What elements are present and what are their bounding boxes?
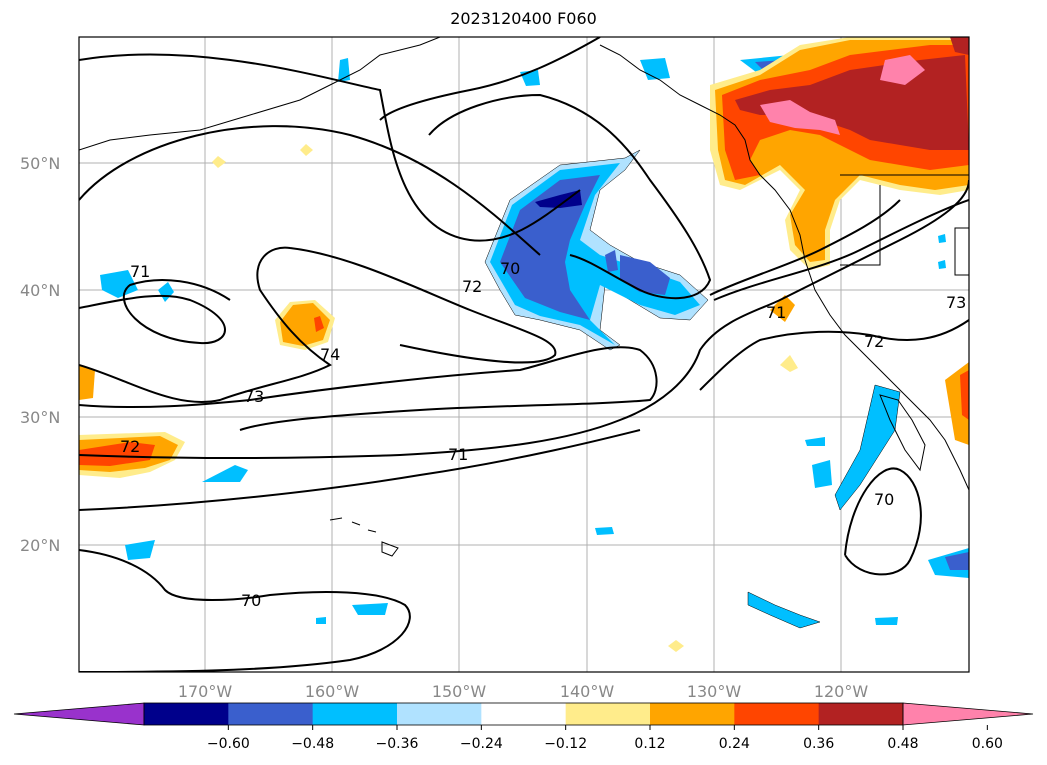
colorbar-tick-label: 0.24 — [719, 736, 750, 752]
colorbar-segment — [650, 703, 735, 725]
colorbar-tick-label: −0.60 — [207, 736, 250, 752]
colorbar-tick-label: 0.60 — [972, 736, 1003, 752]
colorbar-tick-label: 0.48 — [887, 736, 918, 752]
contour-label: 72 — [120, 437, 140, 456]
contour-label: 74 — [320, 345, 340, 364]
map-gridlines — [79, 37, 969, 672]
latitude-labels: 50°N 40°N 30°N 20°N — [20, 154, 60, 555]
contour-label: 72 — [462, 277, 482, 296]
colorbar-tick-label: −0.24 — [460, 736, 503, 752]
lon-label: 140°W — [560, 682, 615, 701]
colorbar-segment — [312, 703, 398, 725]
contour-label: 72 — [864, 332, 884, 351]
contour-label: 70 — [241, 591, 261, 610]
colorbar-tick-label: 0.12 — [634, 736, 665, 752]
lat-label: 40°N — [20, 281, 60, 300]
colorbar-ticks: −0.60 −0.48 −0.36 −0.24 −0.12 0.12 0.24 0.36 0.4… — [207, 725, 1003, 752]
lon-label: 160°W — [305, 682, 360, 701]
colorbar-segment — [902, 702, 1034, 726]
contour-label: 73 — [244, 387, 264, 406]
colorbar — [13, 702, 1034, 726]
contour-label: 71 — [448, 445, 468, 464]
positive-anomaly-patches — [79, 37, 969, 652]
coastlines — [79, 37, 969, 557]
contour-label: 73 — [946, 293, 966, 312]
colorbar-segment — [818, 703, 904, 725]
lat-label: 50°N — [20, 154, 60, 173]
colorbar-outline — [143, 702, 904, 726]
colorbar-segment — [397, 703, 482, 725]
colorbar-tick-label: −0.36 — [376, 736, 419, 752]
colorbar-segment — [144, 703, 229, 725]
lon-label: 150°W — [432, 682, 487, 701]
height-contours — [79, 37, 969, 672]
lon-label: 120°W — [814, 682, 869, 701]
colorbar-segment — [481, 703, 567, 725]
colorbar-segment — [734, 703, 820, 725]
colorbar-tick-label: −0.48 — [291, 736, 334, 752]
lon-label: 170°W — [178, 682, 233, 701]
negative-anomaly-patches — [100, 55, 969, 629]
longitude-labels: 170°W 160°W 150°W 140°W 130°W 120°W — [178, 682, 869, 701]
map-title: 2023120400 F060 — [450, 9, 597, 28]
lat-label: 20°N — [20, 536, 60, 555]
colorbar-tick-label: 0.36 — [803, 736, 834, 752]
contour-label: 70 — [500, 259, 520, 278]
colorbar-segment — [13, 702, 145, 726]
colorbar-segment — [228, 703, 314, 725]
lat-label: 30°N — [20, 408, 60, 427]
contour-labels: 71 72 70 74 73 71 72 71 72 73 70 70 — [120, 259, 966, 610]
contour-label: 71 — [130, 262, 150, 281]
contour-label: 71 — [766, 303, 786, 322]
map-border — [78, 36, 970, 673]
lon-label: 130°W — [687, 682, 742, 701]
colorbar-segment — [565, 703, 651, 725]
contour-label: 70 — [874, 490, 894, 509]
colorbar-tick-label: −0.12 — [544, 736, 587, 752]
